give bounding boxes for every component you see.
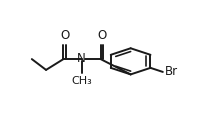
Text: CH₃: CH₃ <box>71 76 92 86</box>
Text: Br: Br <box>164 65 177 78</box>
Text: O: O <box>97 29 106 42</box>
Text: N: N <box>77 51 86 64</box>
Text: O: O <box>60 29 69 42</box>
